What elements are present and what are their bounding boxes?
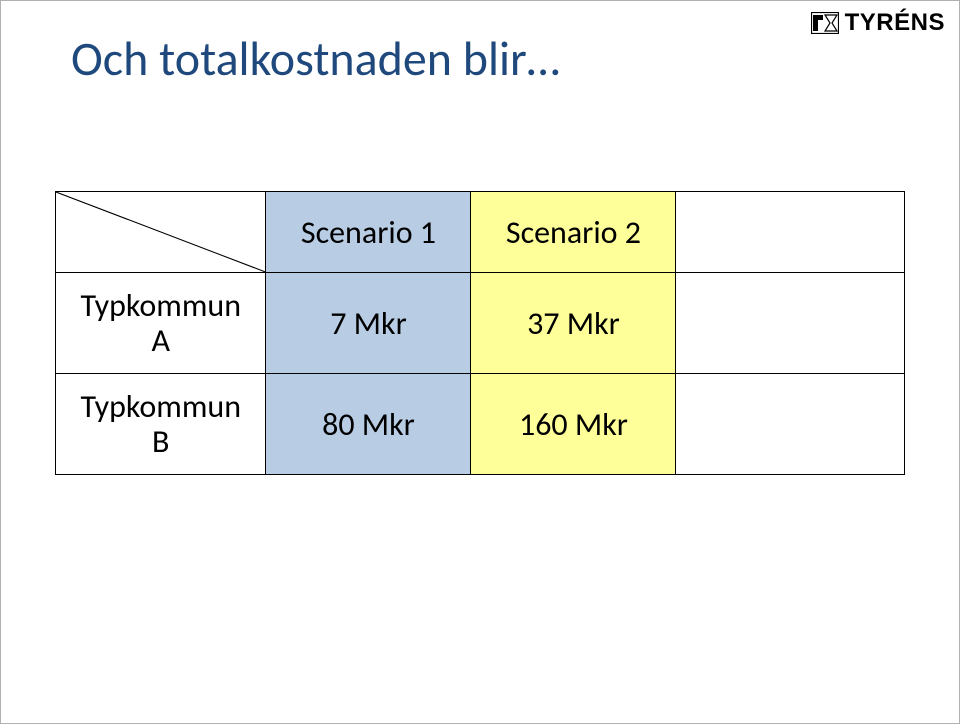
col-header-blank (676, 192, 905, 273)
col-header-scenario-2: Scenario 2 (471, 192, 676, 273)
slide: TYRÉNS Och totalkostnaden blir… Scenario… (0, 0, 960, 724)
logo-text: TYRÉNS (845, 9, 945, 37)
cell-b-2: 160 Mkr (471, 374, 676, 475)
row-label-line: Typkommun (80, 387, 241, 426)
logo: TYRÉNS (811, 9, 945, 37)
cell-a-2: 37 Mkr (471, 273, 676, 374)
logo-mark-icon (811, 12, 839, 34)
cell-b-blank (676, 374, 905, 475)
row-label-line: Typkommun (80, 286, 241, 325)
row-header-a: Typkommun A (56, 273, 266, 374)
table-header-row: Scenario 1 Scenario 2 (56, 192, 905, 273)
slide-title: Och totalkostnaden blir… (71, 29, 560, 88)
cell-a-1: 7 Mkr (266, 273, 471, 374)
col-header-scenario-1: Scenario 1 (266, 192, 471, 273)
cell-b-1: 80 Mkr (266, 374, 471, 475)
cell-a-blank (676, 273, 905, 374)
table-row: Typkommun A 7 Mkr 37 Mkr (56, 273, 905, 374)
row-header-b: Typkommun B (56, 374, 266, 475)
row-label-line: A (151, 321, 170, 360)
row-label-line: B (152, 422, 169, 461)
cost-table: Scenario 1 Scenario 2 Typkommun A 7 Mkr … (55, 191, 905, 475)
table-row: Typkommun B 80 Mkr 160 Mkr (56, 374, 905, 475)
table-corner-cell (56, 192, 266, 273)
